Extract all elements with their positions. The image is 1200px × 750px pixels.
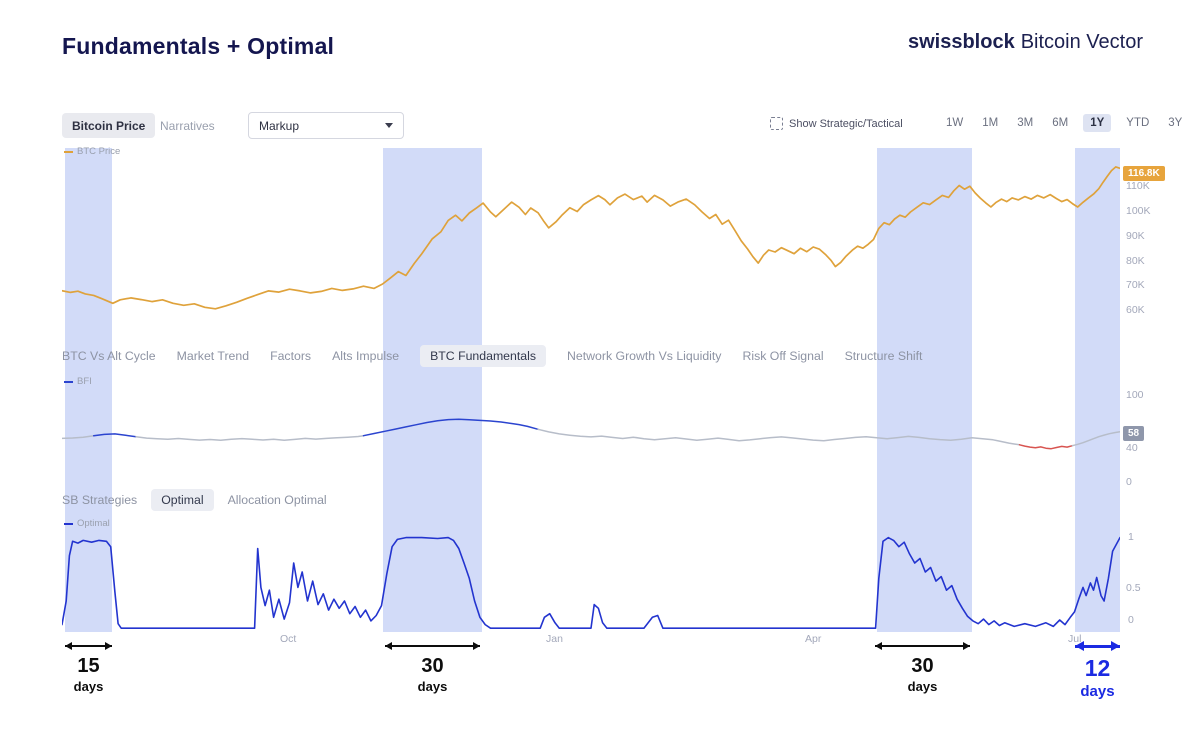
x-tick-jan: Jan [546,633,563,645]
range-arrow-icon [875,642,970,650]
price-y-tick-60k: 60K [1126,304,1145,316]
bfi-y-tick-40: 40 [1126,442,1138,454]
optimal-button[interactable]: Optimal [151,489,214,511]
sb-strategies-row: SB Strategies Optimal Allocation Optimal [62,488,327,512]
duration-number: 30 [911,655,934,677]
strategic-tactical-icon [770,117,783,130]
range-arrow-icon [385,642,480,650]
optimal-y-tick-05: 0.5 [1126,582,1141,594]
bfi-y-tick-100: 100 [1126,389,1144,401]
bfi-legend: BFI [64,376,92,387]
x-tick-oct: Oct [280,633,297,645]
optimal-chart [62,536,1120,629]
duration-number: 15 [77,655,100,677]
tab-factors[interactable]: Factors [270,349,312,363]
bfi-legend-label: BFI [77,376,92,387]
narrative-tabs: BTC Vs Alt Cycle Market Trend Factors Alts … [62,344,922,368]
optimal-legend-marker [64,522,73,525]
allocation-optimal-button[interactable]: Allocation Optimal [227,493,327,507]
optimal-y-tick-0: 0 [1128,614,1134,626]
tab-network-growth-vs-liquidity[interactable]: Network Growth Vs Liquidity [567,349,722,363]
range-arrow-icon [1075,641,1120,651]
bfi-y-tick-0: 0 [1126,476,1132,488]
timeframe-ytd[interactable]: YTD [1122,114,1153,132]
duration-annotations: 15 days 30 days 30 days 12 days [0,641,1200,742]
range-arrow-icon [65,642,112,650]
highlight-band-3 [877,148,972,632]
chevron-down-icon [385,123,393,128]
price-y-tick-80k: 80K [1126,255,1145,267]
duration-annotation-2: 30 days [385,642,480,693]
bfi-chart [62,418,1120,450]
timeframe-6m[interactable]: 6M [1048,114,1072,132]
duration-unit: days [907,679,938,694]
timeframe-1w[interactable]: 1W [942,114,967,132]
tab-market-trend[interactable]: Market Trend [176,349,250,363]
x-tick-apr: Apr [805,633,822,645]
tab-btc-vs-alt-cycle[interactable]: BTC Vs Alt Cycle [62,349,156,363]
duration-number: 30 [421,655,444,677]
optimal-y-tick-1: 1 [1128,531,1134,543]
duration-unit: days [73,679,104,694]
brand-logo: swissblock Bitcoin Vector [908,31,1143,54]
price-legend: BTC Price [64,146,120,157]
highlight-band-1 [65,148,112,632]
price-y-tick-90k: 90K [1126,230,1145,242]
show-strategic-tactical-label: Show Strategic/Tactical [789,117,903,130]
price-last-value-badge: 116.8K [1123,166,1165,181]
tab-alts-impulse[interactable]: Alts Impulse [332,349,400,363]
optimal-legend: Optimal [64,518,110,529]
brand-bitcoin-vector: Bitcoin Vector [1020,31,1143,53]
price-legend-label: BTC Price [77,146,121,157]
markup-select-value: Markup [259,118,300,133]
page-title: Fundamentals + Optimal [62,33,335,59]
markup-select[interactable]: Markup [248,112,404,139]
duration-unit: days [1080,683,1115,700]
sb-strategies-label: SB Strategies [62,493,138,507]
tab-structure-shift[interactable]: Structure Shift [844,349,923,363]
timeframe-1m[interactable]: 1M [978,114,1002,132]
btc-price-chart [62,166,1120,310]
bfi-last-value-badge: 58 [1123,426,1145,441]
duration-unit: days [417,679,448,694]
duration-number: 12 [1084,655,1111,681]
show-strategic-tactical-toggle[interactable]: Show Strategic/Tactical [770,117,903,130]
timeframe-3m[interactable]: 3M [1013,114,1037,132]
price-y-tick-70k: 70K [1126,279,1145,291]
bitcoin-price-button[interactable]: Bitcoin Price [62,113,156,138]
tab-btc-fundamentals[interactable]: BTC Fundamentals [420,345,546,367]
optimal-legend-label: Optimal [77,518,110,529]
highlight-band-2 [383,148,482,632]
duration-annotation-3: 30 days [875,642,970,693]
timeframe-3y[interactable]: 3Y [1164,114,1186,132]
narratives-button[interactable]: Narratives [154,113,221,138]
price-y-tick-100k: 100K [1126,205,1151,217]
timeframe-group: 1W 1M 3M 6M 1Y YTD 3Y [942,114,1186,132]
duration-annotation-4: 12 days [1075,641,1120,700]
price-y-tick-110k: 110K [1126,180,1150,192]
duration-annotation-1: 15 days [65,642,112,693]
bfi-legend-marker [64,380,73,383]
tab-risk-off-signal[interactable]: Risk Off Signal [742,349,824,363]
timeframe-1y[interactable]: 1Y [1083,114,1112,132]
price-legend-marker [64,150,73,153]
brand-swissblock: swissblock [907,31,1015,53]
